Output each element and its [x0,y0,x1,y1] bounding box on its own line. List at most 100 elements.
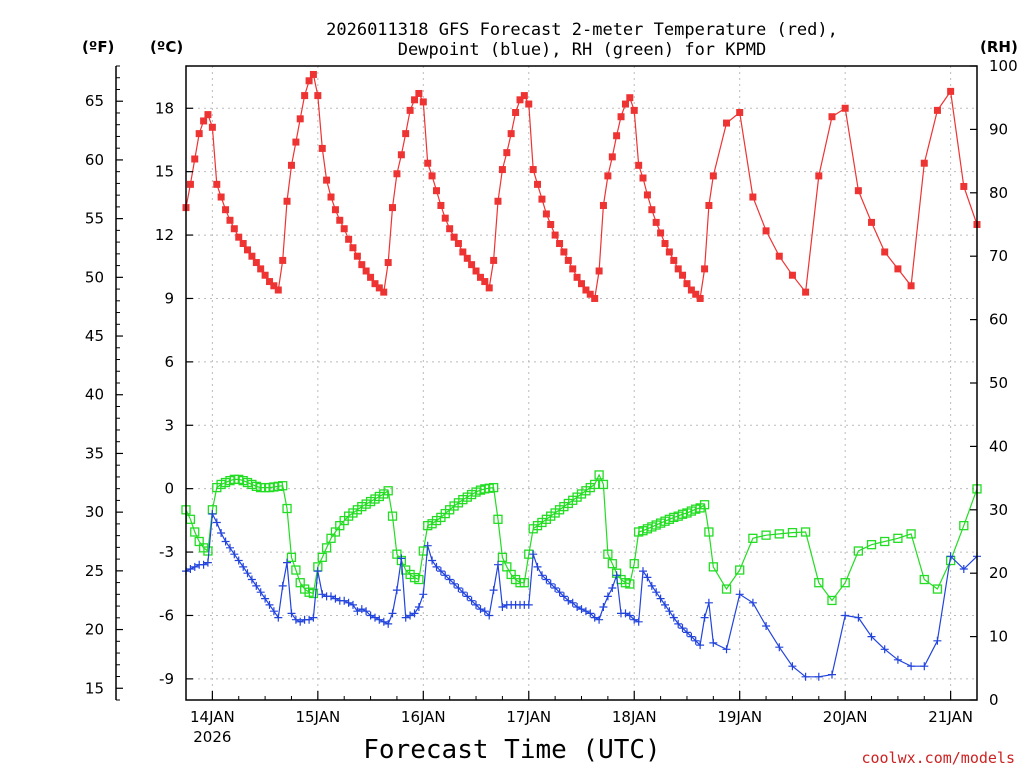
temperature-point [736,108,744,116]
rh-point [282,503,292,514]
dewpoint-point [467,596,476,605]
dewpoint-point [709,638,718,647]
temperature-point [292,138,300,146]
dewpoint-point [489,586,498,595]
dewpoint-point [524,600,533,609]
rh-tick-label: 100 [989,57,1018,75]
dewpoint-point [494,560,502,569]
dewpoint-point [414,603,423,611]
dewpoint-point [559,592,568,601]
temperature-point [485,284,493,292]
credit-label[interactable]: coolwx.com/models [861,749,1015,767]
rh-point [603,549,613,559]
dewpoint-point [476,605,485,614]
temperature-point [406,106,414,114]
temperature-point [595,267,603,275]
dewpoint-point [428,556,437,565]
dewpoint-point [612,571,621,580]
temperature-point [200,117,208,125]
temperature-point [652,218,660,226]
dewpoint-point [423,541,432,550]
temperature-point [191,155,199,163]
rh-point [919,574,929,585]
dewpoint-point [573,603,582,611]
dewpoint-point [283,558,291,567]
temperature-point [323,176,331,184]
rh-point [607,559,617,569]
rh-point [590,479,600,490]
temperature-point [709,172,717,180]
dewpoint-point [371,613,379,622]
temperature-point [459,248,467,256]
temperature-point [828,113,836,121]
x-tick-sublabel: 2026 [193,728,231,746]
temperature-point [569,265,577,273]
dewpoint-point [608,584,617,592]
rh-point [853,546,863,556]
dewpoint-point [226,543,234,552]
temperature-point [960,182,968,190]
rh-tick-label: 30 [989,501,1008,519]
dewpoint-point [933,636,942,645]
rh-point [625,579,635,589]
dewpoint-point [252,581,261,590]
temperature-point [230,225,238,233]
temperature-point [683,280,691,288]
celsius-tick-label: -6 [159,606,174,624]
dewpoint-point [880,645,889,654]
temperature-point [802,288,810,296]
temperature-point [556,240,564,248]
rh-point [291,565,301,575]
dewpoint-point [542,575,551,584]
temperature-point [331,206,339,214]
x-axis-title: Forecast Time (UTC) [363,735,660,765]
dewpoint-point [419,590,428,599]
temperature-point [507,130,515,138]
temperature-point [854,187,862,195]
temperature-point [305,77,313,85]
temperature-point [639,174,647,182]
temperature-point [222,206,230,214]
dewpoint-point [555,588,564,597]
celsius-unit-label: (ºC) [150,38,183,56]
temperature-point [358,261,366,269]
dewpoint-point [480,607,489,616]
rh-point [414,574,424,585]
temperature-point [257,265,265,273]
temperature-point [608,153,616,161]
temperature-point [630,106,638,114]
dewpoint-point [647,581,656,590]
temperature-point [208,123,216,131]
rh-point [704,527,714,537]
temperature-point [788,271,796,279]
dewpoint-point [309,613,318,622]
rh-point [959,521,969,531]
temperature-point [270,282,278,290]
celsius-tick-label: 0 [164,480,174,498]
dewpoint-point [625,611,634,620]
rh-point [387,511,398,521]
dewpoint-point [630,615,639,624]
temperature-point [582,286,590,294]
dewpoint-point [401,613,410,622]
dewpoint-point [678,624,687,633]
temperature-point [933,106,941,114]
temperature-point [195,130,203,138]
dewpoint-point [410,609,419,618]
temperature-point [657,229,665,237]
rh-point [906,529,916,539]
fahrenheit-tick-label: 15 [85,679,104,697]
rh-tick-label: 60 [989,311,1008,329]
dewpoint-point [340,596,349,605]
dewpoint-point [674,619,683,628]
fahrenheit-tick-label: 35 [85,444,104,462]
dewpoint-point [287,609,296,618]
dewpoint-point [344,598,353,607]
rh-point [629,559,639,569]
celsius-tick-label: 3 [164,416,174,434]
rh-tick-label: 0 [989,691,999,709]
dewpoint-point [603,592,612,601]
temperature-point [362,267,370,275]
chart-title-line1: 2026011318 GFS Forecast 2-meter Temperat… [326,20,838,40]
